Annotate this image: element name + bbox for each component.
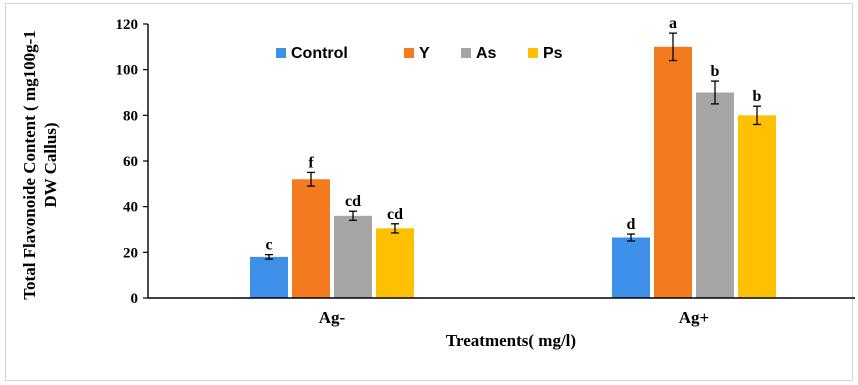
bar bbox=[376, 228, 414, 298]
bar bbox=[292, 179, 330, 298]
legend-label: Y bbox=[419, 45, 430, 62]
y-tick-label: 120 bbox=[116, 17, 139, 33]
x-axis-title: Treatments( mg/l) bbox=[446, 331, 576, 350]
significance-label: b bbox=[753, 88, 762, 105]
y-axis-title: Total Flavonoide Content ( mg100g-1 DW C… bbox=[20, 30, 60, 300]
y-tick-label: 60 bbox=[123, 154, 138, 170]
legend-swatch bbox=[404, 48, 414, 58]
bar bbox=[654, 46, 692, 299]
y-tick-label: 20 bbox=[123, 245, 138, 261]
x-tick-label: Ag- bbox=[319, 308, 346, 327]
legend-label: Ps bbox=[543, 45, 563, 62]
significance-label: f bbox=[308, 154, 314, 171]
y-axis-title-line-2: DW Callus) bbox=[41, 122, 60, 207]
legend-label: As bbox=[476, 45, 497, 62]
bar bbox=[612, 237, 650, 298]
x-tick-label: Ag+ bbox=[679, 308, 709, 327]
y-tick-label: 0 bbox=[131, 291, 139, 307]
y-tick-label: 100 bbox=[116, 63, 139, 79]
y-tick-label: 40 bbox=[123, 200, 138, 216]
significance-label: cd bbox=[387, 206, 403, 223]
significance-label: cd bbox=[345, 193, 361, 210]
y-axis-title-line-1: Total Flavonoide Content ( mg100g-1 bbox=[20, 30, 39, 300]
significance-label: d bbox=[627, 216, 636, 233]
bar bbox=[250, 256, 288, 298]
bar bbox=[696, 92, 734, 298]
bar bbox=[334, 215, 372, 298]
legend-swatch bbox=[528, 48, 538, 58]
legend-label: Control bbox=[291, 45, 348, 62]
significance-label: a bbox=[669, 15, 677, 32]
significance-label: c bbox=[265, 237, 272, 254]
legend-swatch bbox=[276, 48, 286, 58]
significance-label: b bbox=[711, 63, 720, 80]
legend: Control Y As Ps bbox=[276, 45, 563, 62]
bar bbox=[738, 115, 776, 298]
legend-swatch bbox=[461, 48, 471, 58]
y-tick-label: 80 bbox=[123, 108, 138, 124]
